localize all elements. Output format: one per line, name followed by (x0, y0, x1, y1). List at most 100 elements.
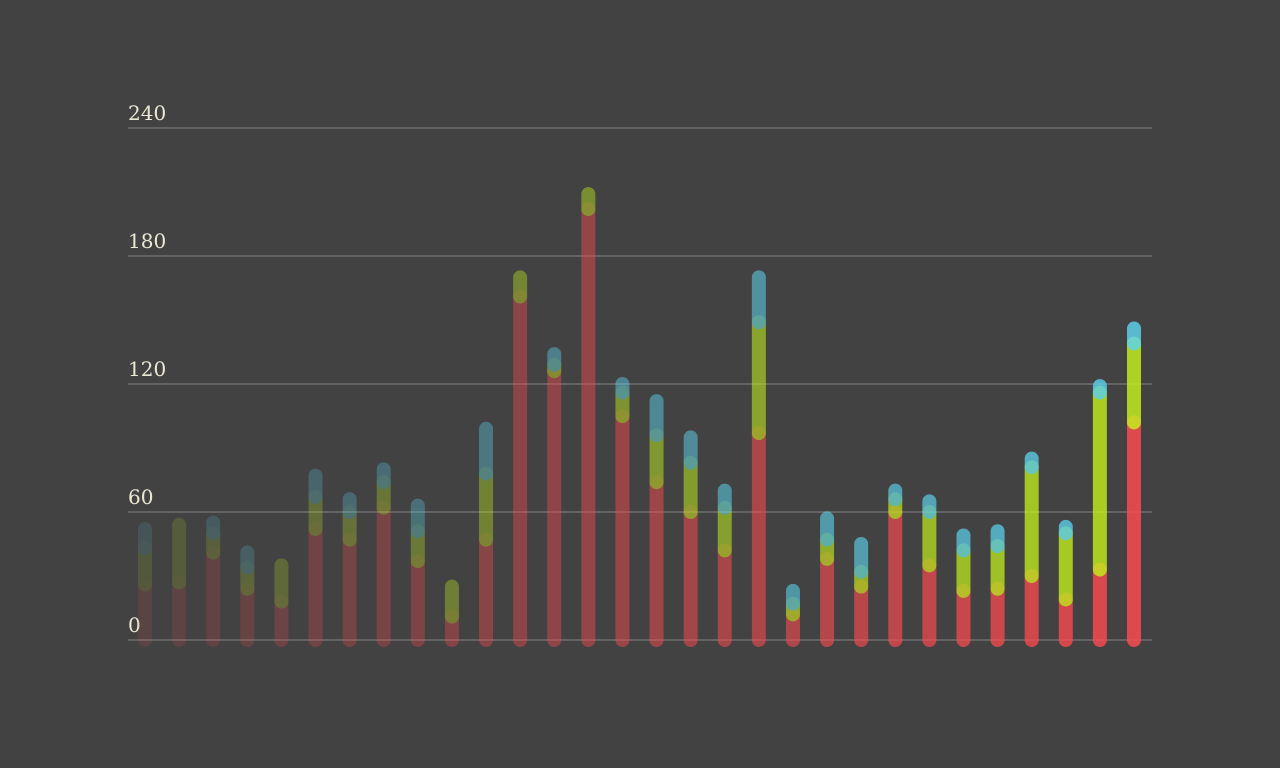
bar-segment (410, 524, 425, 569)
bar-segment (308, 522, 323, 647)
bar-segment (1058, 526, 1073, 607)
bar-stack (376, 462, 391, 647)
bar-stack (1058, 519, 1073, 647)
bar-segment (1127, 415, 1141, 647)
bar-segment (138, 522, 152, 556)
bar-stack (410, 498, 425, 647)
bar-stack (1024, 451, 1039, 647)
bar-segment (240, 560, 255, 596)
bar-segment (581, 202, 596, 648)
bar-segment (240, 581, 255, 647)
bar-segment (138, 541, 152, 592)
bar-segment (342, 505, 357, 547)
bar-segment (1024, 569, 1039, 647)
y-tick-label: 240 (128, 101, 166, 125)
bar-segment (172, 575, 187, 647)
bar-segment (751, 426, 766, 647)
bar-segment (751, 315, 766, 441)
bar-segment (854, 537, 869, 579)
bar-segment (990, 539, 1005, 596)
bar-segment (342, 492, 357, 519)
bar-stack (649, 394, 664, 647)
bar-stack (888, 483, 903, 647)
bar-segment (649, 475, 664, 647)
bar-segment (308, 468, 323, 505)
bar-stack (717, 483, 732, 647)
bar-segment (547, 347, 562, 372)
bar-stack (785, 583, 800, 647)
bar-segment (649, 428, 664, 490)
bar-segment (206, 545, 221, 647)
bar-segment (308, 490, 323, 537)
bar-segment (717, 543, 732, 647)
bar-stack (990, 524, 1005, 647)
bar-segment (990, 581, 1005, 647)
bar-segment (513, 289, 528, 647)
y-tick-label: 60 (128, 485, 153, 509)
y-tick-label: 180 (128, 229, 166, 253)
bar-segment (479, 466, 494, 547)
bar-segment (683, 430, 698, 470)
bar-segment (1092, 379, 1107, 400)
bar-segment (922, 558, 937, 647)
bar-stack (479, 421, 494, 647)
bar-segment (785, 583, 800, 611)
bar-segment (683, 505, 698, 647)
bar-stack (820, 511, 835, 647)
bar-segment (206, 515, 221, 541)
bar-segment (1024, 451, 1039, 475)
bar-stack (308, 468, 323, 647)
bar-stack (615, 377, 630, 647)
bar-segment (615, 385, 630, 423)
bar-segment (1024, 460, 1039, 583)
bar-segment (649, 394, 664, 443)
bar-segment (1058, 592, 1073, 647)
bar-stack (922, 494, 937, 647)
bar-segment (820, 551, 835, 647)
bar-stack (854, 537, 869, 647)
bar-segment (547, 364, 562, 647)
bar-segment (956, 543, 971, 598)
y-tick-label: 0 (128, 613, 141, 637)
bar-stack (138, 522, 152, 647)
bar-segment (444, 579, 459, 624)
bar-segment (922, 505, 937, 573)
bar-stack (1127, 321, 1141, 647)
bar-stack (342, 492, 357, 647)
bar-segment (615, 409, 630, 647)
bar-stack (547, 347, 562, 647)
bar-segment (956, 583, 971, 647)
bar-segment (479, 421, 494, 481)
bar-segment (956, 528, 971, 558)
bar-segment (717, 483, 732, 515)
bar-stack (172, 517, 187, 647)
bar-segment (717, 500, 732, 558)
bar-segment (240, 545, 255, 575)
bar-segment (1127, 321, 1141, 351)
bar-stack (956, 528, 971, 647)
bar-segment (547, 357, 562, 379)
bar-stack (206, 515, 221, 647)
bar-segment (820, 511, 835, 547)
bar-stack (751, 270, 766, 647)
bar-segment (1127, 336, 1141, 430)
bar-segment (274, 594, 289, 647)
bar-segment (888, 483, 903, 507)
bar-segment (922, 494, 937, 519)
bar-stack (581, 187, 596, 648)
bar-segment (479, 532, 494, 647)
bar-stack (444, 579, 459, 647)
y-tick-label: 120 (128, 357, 166, 381)
bar-segment (410, 498, 425, 539)
bar-segment (581, 187, 596, 217)
bar-segment (751, 270, 766, 330)
bar-segment (172, 517, 187, 590)
bar-segment (274, 558, 289, 609)
bar-segment (444, 609, 459, 647)
bar-segment (615, 377, 630, 400)
bar-stack (240, 545, 255, 647)
bar-segment (376, 500, 391, 647)
bar-segment (683, 455, 698, 519)
